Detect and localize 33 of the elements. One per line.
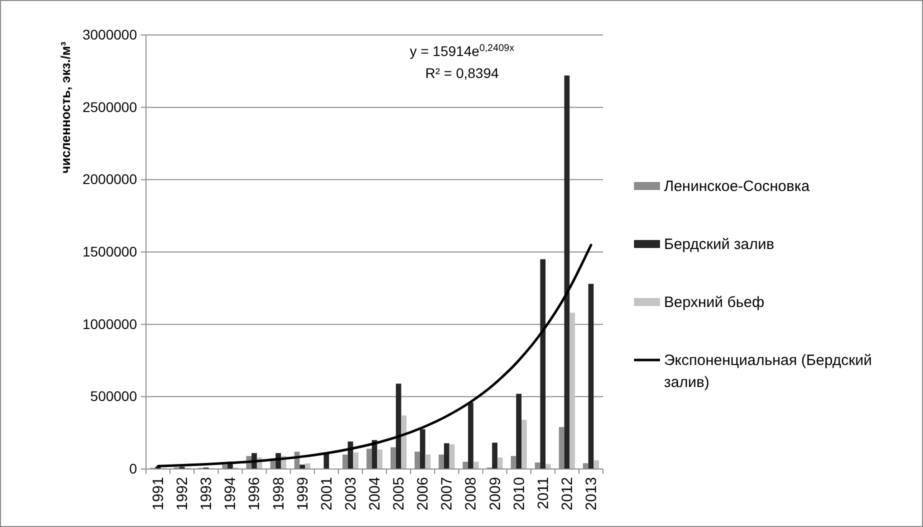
x-tick-label: 2004 — [366, 477, 384, 510]
y-tick-label: 1500000 — [82, 243, 138, 260]
x-tick-label: 2010 — [510, 477, 528, 510]
x-tick-label: 1994 — [222, 477, 240, 510]
x-tick-label: 1991 — [150, 477, 168, 510]
x-tick-label: 1993 — [198, 477, 216, 510]
annotation: y = 15914e$^{0,2409x}$ — [410, 42, 514, 59]
x-tick-label: 2011 — [534, 477, 552, 510]
x-tick-label: 2001 — [318, 477, 336, 510]
x-tick-label: 2012 — [558, 477, 576, 510]
y-tick-label: 2000000 — [82, 171, 138, 188]
y-tick-label: 500000 — [90, 388, 138, 404]
x-tick-label: 2007 — [438, 477, 456, 510]
x-tick-label: 1998 — [270, 477, 288, 510]
y-tick-label: 1000000 — [82, 316, 138, 332]
y-tick-label: 3000000 — [82, 26, 138, 42]
annotation: R² = 0,8394 — [425, 65, 499, 81]
legend-label: Бердский залив — [664, 236, 774, 253]
x-tick-label: 1996 — [246, 477, 264, 510]
legend-label: Экспоненциальная (Бердский залив) — [664, 352, 872, 391]
y-axis-title: численность, экз./м³ — [58, 40, 73, 174]
x-tick-label: 1999 — [294, 477, 312, 510]
x-tick-label: 2005 — [390, 477, 408, 510]
x-tick-label: 2008 — [462, 477, 480, 510]
x-tick-label: 2003 — [342, 477, 360, 510]
y-tick-label: 0 — [129, 460, 138, 476]
x-tick-label: 2013 — [582, 477, 600, 510]
y-tick-label: 2500000 — [82, 98, 138, 115]
x-tick-label: 2006 — [414, 477, 432, 510]
legend-label: Ленинское-Сосновка — [664, 178, 810, 195]
x-tick-label: 1992 — [174, 477, 192, 510]
x-tick-label: 2009 — [486, 477, 504, 510]
legend-label: Верхний бьеф — [664, 294, 764, 311]
